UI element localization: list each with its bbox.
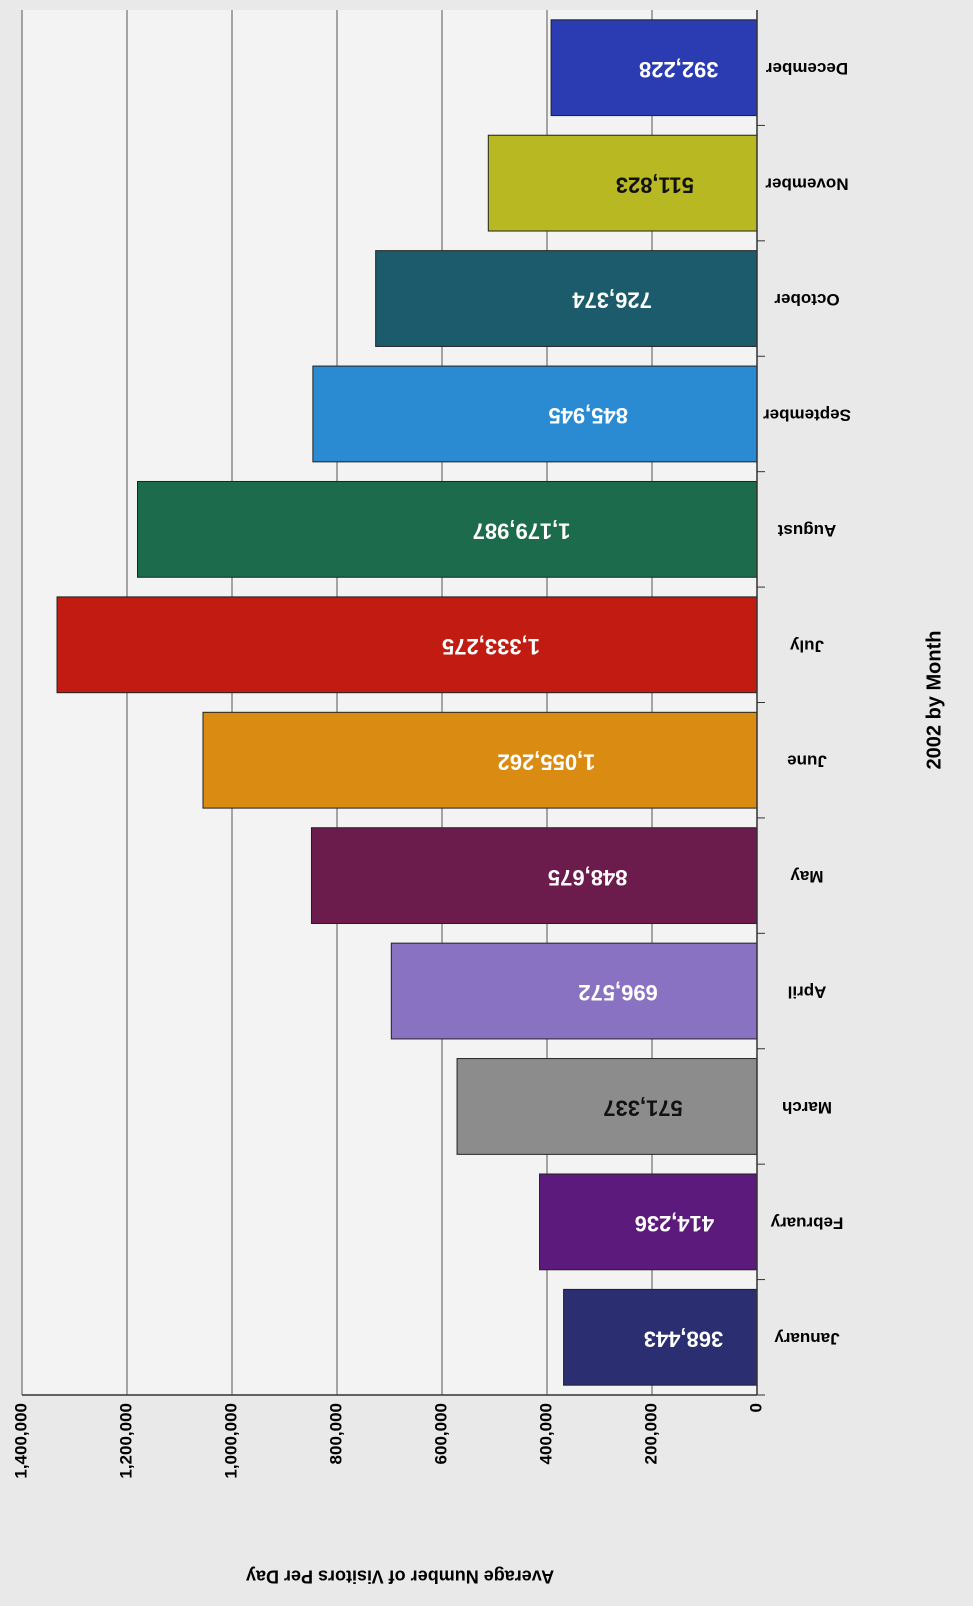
value-label: 1,179,987	[473, 519, 571, 544]
y-tick-label: 800,000	[326, 1403, 345, 1464]
y-tick-label: 1,000,000	[221, 1403, 240, 1479]
bar	[487, 134, 758, 232]
plot-area	[22, 10, 757, 1395]
value-label: 392,228	[639, 57, 719, 82]
x-tick-label: September	[763, 405, 851, 424]
bar	[390, 942, 758, 1040]
value-label: 1,055,262	[498, 749, 596, 774]
y-tick-label: 200,000	[641, 1403, 660, 1464]
value-label: 848,675	[548, 865, 628, 890]
x-tick-label: July	[789, 636, 824, 655]
value-label: 696,572	[578, 980, 658, 1005]
x-tick-label: May	[790, 867, 824, 886]
value-label: 571,337	[603, 1096, 683, 1121]
bar	[137, 480, 758, 578]
x-tick-label: October	[774, 290, 840, 309]
y-tick-label: 1,200,000	[116, 1403, 135, 1479]
bar	[56, 596, 758, 694]
x-tick-label: January	[774, 1329, 840, 1348]
bar	[202, 711, 758, 809]
x-tick-label: August	[777, 521, 836, 540]
x-tick-label: February	[770, 1213, 843, 1232]
bar	[456, 1058, 758, 1155]
value-label: 845,945	[548, 403, 628, 428]
x-tick-label: December	[766, 59, 849, 78]
y-tick-label: 1,400,000	[11, 1403, 30, 1479]
value-label: 726,374	[572, 288, 652, 313]
value-label: 1,333,275	[442, 634, 540, 659]
y-axis-title: Average Number of Visitors Per Day	[246, 1566, 554, 1586]
x-tick-label: June	[787, 752, 827, 771]
bar	[375, 250, 758, 347]
bar	[310, 827, 758, 925]
y-tick-label: 0	[746, 1403, 765, 1412]
bar	[312, 365, 758, 463]
bar	[539, 1173, 758, 1271]
value-label: 414,236	[635, 1211, 715, 1236]
x-tick-label: March	[782, 1098, 832, 1117]
value-label: 511,823	[616, 172, 694, 197]
x-tick-label: April	[788, 983, 827, 1002]
y-tick-label: 600,000	[431, 1403, 450, 1464]
value-label: 368,443	[644, 1326, 724, 1351]
y-tick-label: 400,000	[536, 1403, 555, 1464]
x-axis-title: 2002 by Month	[923, 631, 945, 770]
bar	[563, 1288, 758, 1386]
bar	[550, 19, 758, 117]
x-tick-label: November	[765, 175, 849, 194]
